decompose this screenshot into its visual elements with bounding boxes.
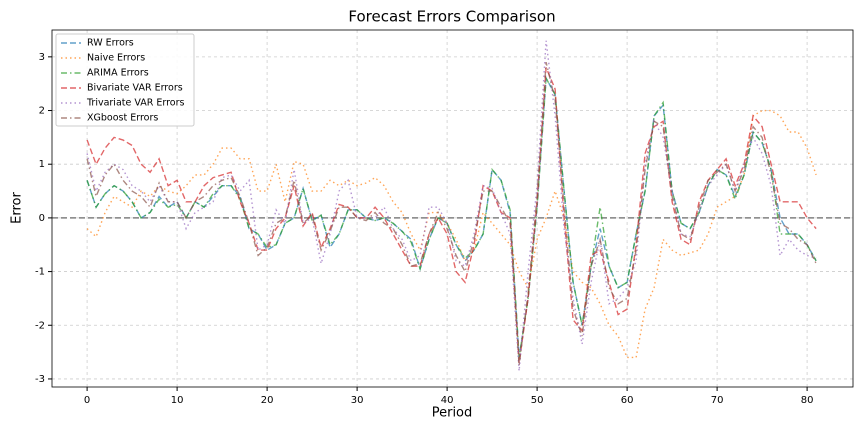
legend-label: Trivariate VAR Errors [86, 98, 185, 109]
y-axis-label: Error [10, 192, 25, 224]
y-tick-label: 0 [39, 213, 45, 224]
y-tick-label: 1 [39, 159, 45, 170]
series-line [86, 62, 817, 366]
y-tick-label: -3 [35, 374, 45, 385]
y-tick-label: 3 [39, 52, 45, 63]
y-tick-label: -2 [35, 320, 45, 331]
x-axis-label: Period [432, 406, 473, 421]
chart-title: Forecast Errors Comparison [348, 8, 555, 26]
legend: RW Errors Naive Errors ARIMA Errors Bivaria… [55, 33, 195, 127]
legend-label: ARIMA Errors [87, 68, 149, 79]
legend-label: XGboost Errors [87, 113, 158, 124]
x-tick-label: 10 [171, 395, 184, 406]
y-tick-label: 2 [39, 106, 45, 117]
x-tick-label: 80 [801, 395, 814, 406]
legend-label: Bivariate VAR Errors [87, 83, 183, 94]
x-tick-label: 70 [711, 395, 724, 406]
x-tick-label: 40 [441, 395, 454, 406]
x-tick-label: 50 [531, 395, 544, 406]
series-line [86, 40, 817, 371]
x-tick-label: 20 [261, 395, 274, 406]
x-tick-label: 60 [621, 395, 634, 406]
x-tick-label: 0 [84, 395, 90, 406]
legend-label: RW Errors [87, 38, 134, 49]
y-tick-label: -1 [35, 267, 45, 278]
legend-label: Naive Errors [87, 53, 145, 64]
plot-frame [51, 29, 854, 388]
series-line [86, 67, 817, 363]
x-tick-label: 30 [351, 395, 364, 406]
legend-box [55, 33, 195, 127]
